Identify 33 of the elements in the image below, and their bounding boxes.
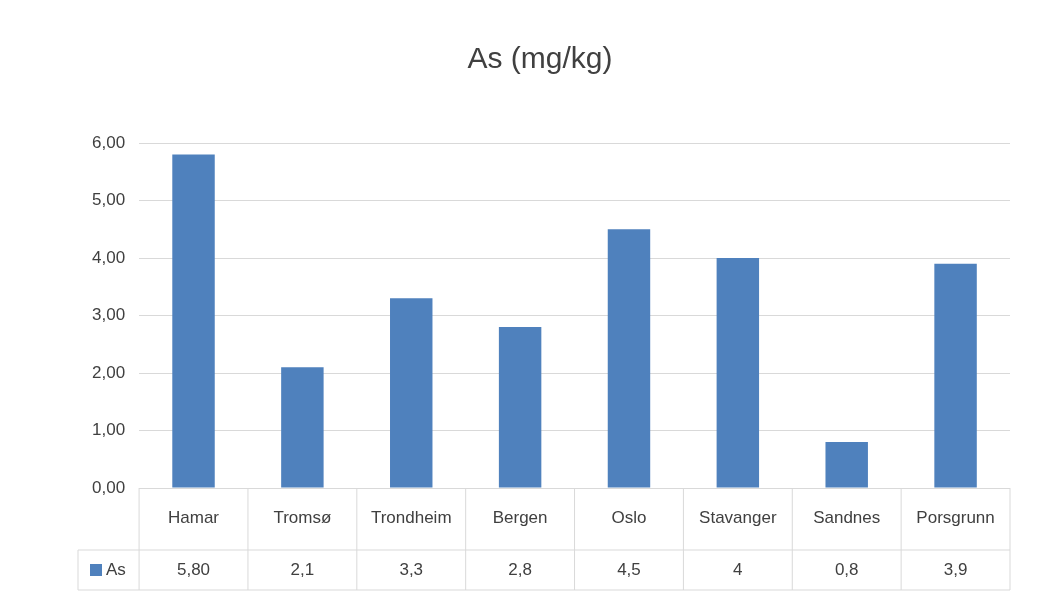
bar [281, 367, 324, 488]
x-tick-label: Hamar [168, 507, 220, 527]
y-tick-label: 3,00 [91, 305, 126, 325]
x-tick-label: Oslo [611, 507, 647, 527]
legend-label: As [106, 559, 126, 579]
y-tick-label: 0,00 [91, 477, 126, 497]
data-label: 4,5 [617, 559, 641, 579]
y-tick-label: 6,00 [91, 132, 126, 152]
x-tick-label: Bergen [492, 507, 548, 527]
data-label: 2,1 [290, 559, 315, 579]
y-tick-label: 2,00 [91, 362, 126, 382]
data-label: 4 [733, 559, 743, 579]
x-tick-label: Porsgrunn [916, 507, 995, 527]
bar [607, 229, 651, 488]
bar [498, 327, 542, 488]
y-tick-label: 5,00 [91, 190, 126, 210]
chart-title: As (mg/kg) [467, 41, 613, 75]
bar [172, 154, 215, 488]
data-label: 5,80 [176, 559, 211, 579]
y-tick-label: 1,00 [91, 420, 126, 440]
data-label: 3,3 [399, 559, 424, 579]
x-tick-label: Sandnes [813, 507, 881, 527]
data-label: 2,8 [508, 559, 532, 579]
x-tick-label: Trondheim [370, 507, 452, 527]
bar [716, 258, 760, 488]
bar [934, 263, 977, 488]
x-tick-label: Tromsø [273, 507, 332, 527]
y-tick-label: 4,00 [91, 247, 126, 267]
data-label: 3,9 [943, 559, 968, 579]
bar [390, 298, 433, 488]
bar [825, 442, 868, 488]
x-tick-label: Stavanger [699, 507, 777, 527]
data-label: 0,8 [834, 559, 859, 579]
